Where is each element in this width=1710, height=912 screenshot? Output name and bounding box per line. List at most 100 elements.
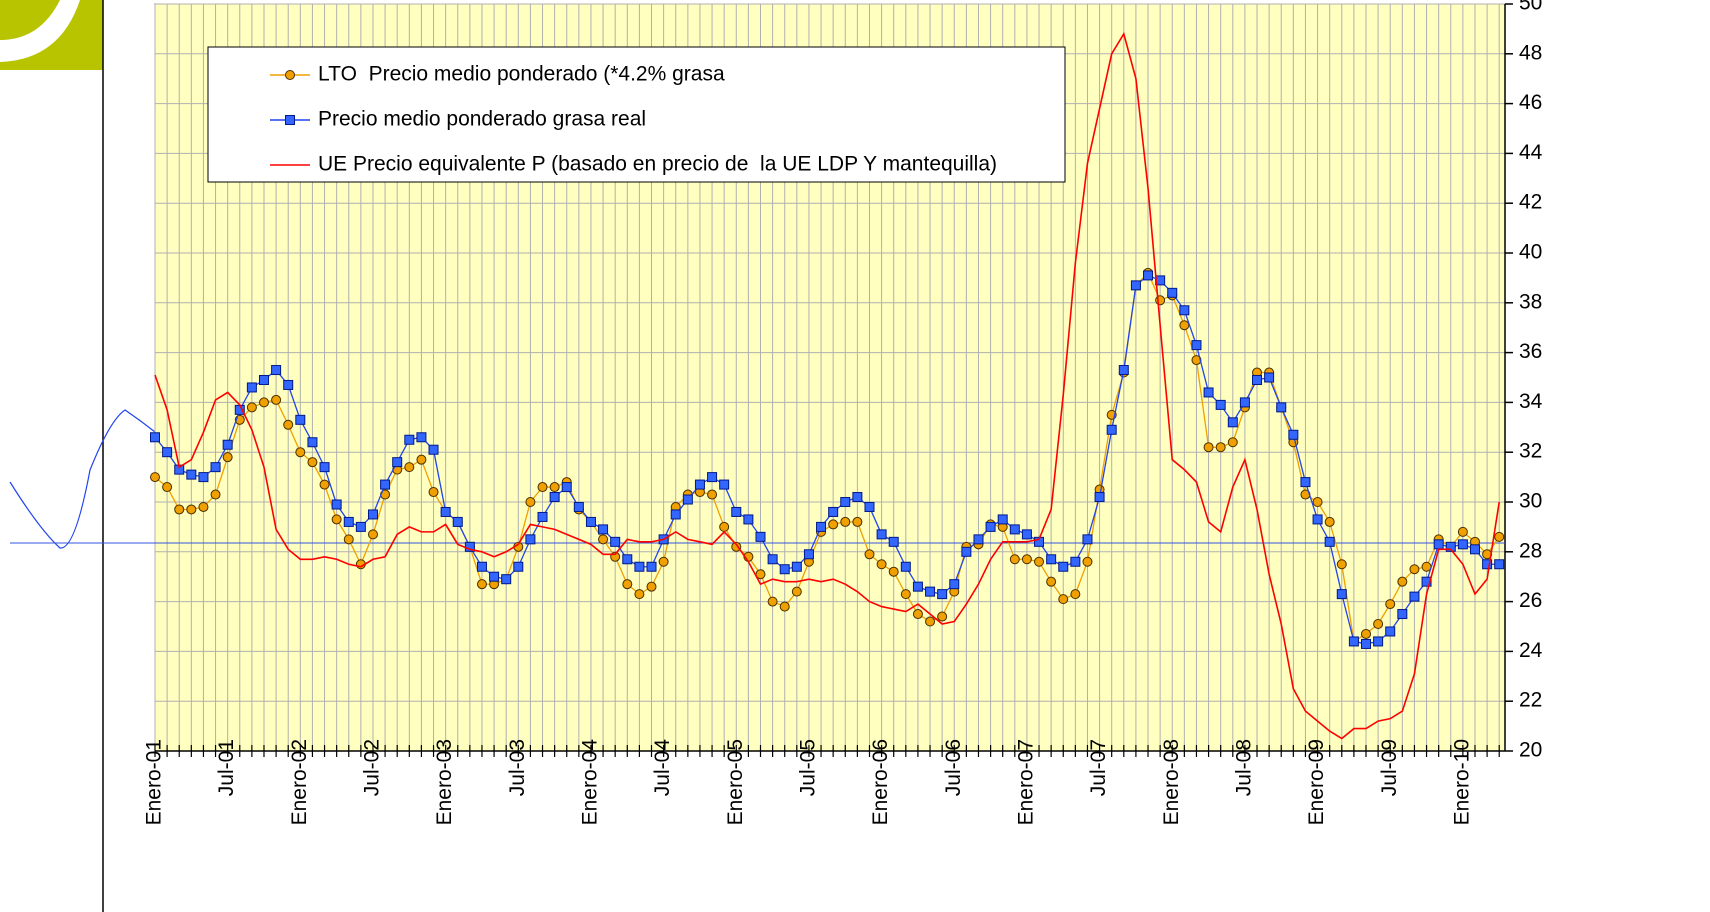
marker	[1070, 589, 1081, 600]
marker	[1324, 536, 1335, 547]
marker	[1058, 594, 1069, 605]
marker	[840, 516, 851, 527]
marker	[307, 457, 318, 468]
marker	[1227, 437, 1238, 448]
marker	[295, 447, 306, 458]
marker	[525, 534, 536, 545]
marker	[658, 556, 669, 567]
marker	[1445, 541, 1456, 552]
marker	[258, 374, 269, 385]
marker	[1312, 497, 1323, 507]
marker	[1276, 402, 1287, 413]
marker	[150, 472, 160, 483]
marker	[1348, 636, 1359, 647]
marker	[198, 501, 209, 512]
x-tick-label: Jul-05	[796, 739, 819, 796]
marker	[1373, 636, 1384, 647]
marker	[1046, 554, 1057, 565]
marker	[271, 394, 282, 405]
marker	[331, 514, 342, 525]
marker	[646, 561, 657, 572]
marker	[997, 514, 1008, 525]
marker	[452, 516, 463, 527]
x-tick-label: Enero-09	[1305, 739, 1328, 825]
marker	[1203, 387, 1214, 398]
marker	[416, 432, 427, 443]
marker	[707, 489, 718, 500]
marker	[622, 554, 633, 565]
marker	[246, 402, 257, 413]
marker	[1312, 514, 1323, 525]
marker	[162, 447, 173, 458]
marker	[380, 479, 391, 490]
marker	[828, 519, 839, 530]
y-tick-label: 38	[1519, 290, 1542, 313]
marker	[319, 479, 330, 490]
marker	[392, 457, 403, 468]
marker	[162, 482, 173, 493]
marker	[912, 609, 923, 620]
y-tick-label: 32	[1519, 440, 1542, 463]
x-tick-label: Jul-01	[215, 739, 238, 796]
x-tick-label: Enero-03	[433, 739, 456, 825]
marker	[791, 561, 802, 572]
marker	[1397, 576, 1408, 587]
marker	[755, 531, 766, 542]
marker	[852, 516, 863, 527]
series-line	[154, 274, 1500, 645]
marker	[210, 489, 221, 500]
y-tick-label: 26	[1519, 589, 1542, 612]
marker	[549, 492, 560, 503]
marker	[961, 546, 972, 557]
marker	[561, 482, 572, 493]
marker	[1409, 564, 1420, 575]
marker	[1082, 556, 1093, 567]
marker	[900, 589, 911, 600]
marker	[1215, 442, 1226, 453]
y-tick-label: 22	[1519, 689, 1542, 712]
marker	[767, 554, 778, 565]
marker	[307, 437, 318, 448]
marker	[779, 601, 790, 612]
marker	[634, 561, 645, 572]
marker	[222, 439, 233, 450]
marker	[343, 534, 354, 545]
marker	[1252, 374, 1263, 385]
marker	[1494, 531, 1505, 542]
marker	[1118, 365, 1129, 376]
marker	[1409, 591, 1420, 602]
x-tick-label: Jul-04	[651, 739, 674, 797]
marker	[367, 509, 378, 520]
marker	[1239, 397, 1250, 408]
marker	[743, 514, 754, 525]
x-tick-label: Jul-06	[942, 739, 965, 796]
marker	[731, 541, 742, 552]
marker	[1457, 539, 1468, 550]
y-tick-label: 20	[1519, 739, 1542, 762]
marker	[404, 462, 415, 473]
marker	[1361, 628, 1371, 639]
marker	[900, 561, 911, 572]
x-tick-label: Enero-02	[288, 739, 311, 825]
marker	[719, 479, 730, 490]
marker	[949, 579, 960, 590]
marker	[1070, 556, 1081, 567]
marker	[198, 472, 209, 483]
marker	[525, 497, 536, 507]
marker	[888, 566, 899, 577]
marker	[767, 596, 778, 607]
marker	[852, 492, 863, 503]
marker	[864, 501, 875, 512]
x-tick-label: Jul-08	[1232, 739, 1255, 796]
marker	[791, 586, 802, 597]
marker	[573, 501, 584, 512]
marker	[1264, 372, 1275, 383]
marker	[258, 397, 269, 408]
marker	[1385, 626, 1396, 637]
marker	[1021, 529, 1032, 540]
marker	[489, 571, 500, 582]
marker	[186, 504, 197, 515]
y-tick-label: 30	[1519, 490, 1542, 513]
marker	[719, 521, 730, 532]
marker	[404, 434, 415, 445]
